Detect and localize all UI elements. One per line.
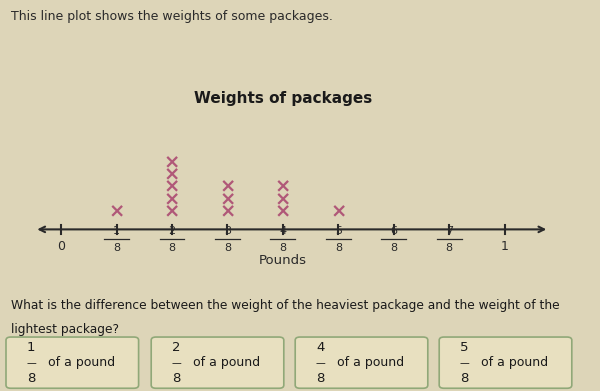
Text: 8: 8 [172, 372, 181, 385]
Text: ×: × [219, 178, 236, 197]
Text: of a pound: of a pound [337, 356, 404, 369]
Text: of a pound: of a pound [481, 356, 548, 369]
Text: 6: 6 [391, 226, 397, 236]
Text: ×: × [330, 203, 347, 222]
Text: 2: 2 [172, 341, 181, 354]
Text: Weights of packages: Weights of packages [194, 91, 372, 106]
Text: ×: × [219, 203, 236, 222]
Text: 1: 1 [113, 226, 120, 236]
Text: ×: × [275, 178, 291, 197]
Text: lightest package?: lightest package? [11, 323, 119, 335]
Text: 3: 3 [224, 226, 231, 236]
Text: ×: × [275, 203, 291, 222]
Text: What is the difference between the weight of the heaviest package and the weight: What is the difference between the weigh… [11, 299, 559, 312]
Text: 8: 8 [446, 243, 453, 253]
Text: 8: 8 [390, 243, 397, 253]
Text: ×: × [164, 203, 180, 222]
Text: 8: 8 [169, 243, 176, 253]
Text: 8: 8 [316, 372, 325, 385]
Text: of a pound: of a pound [193, 356, 260, 369]
Text: ×: × [164, 153, 180, 172]
Text: ×: × [275, 190, 291, 209]
Text: 0: 0 [57, 240, 65, 253]
Text: ×: × [164, 165, 180, 185]
Text: 8: 8 [335, 243, 342, 253]
Text: 8: 8 [460, 372, 469, 385]
Text: of a pound: of a pound [48, 356, 115, 369]
Text: 8: 8 [113, 243, 120, 253]
Text: Pounds: Pounds [259, 255, 307, 267]
Text: ×: × [164, 178, 180, 197]
Text: 1: 1 [501, 240, 509, 253]
Text: —: — [172, 358, 181, 368]
Text: —: — [460, 358, 469, 368]
Text: 1: 1 [27, 341, 35, 354]
Text: —: — [316, 358, 325, 368]
Text: 8: 8 [224, 243, 231, 253]
Text: ×: × [164, 190, 180, 209]
Text: 2: 2 [169, 226, 176, 236]
Text: 8: 8 [27, 372, 35, 385]
Text: 8: 8 [280, 243, 286, 253]
Text: This line plot shows the weights of some packages.: This line plot shows the weights of some… [11, 10, 332, 23]
Text: 4: 4 [316, 341, 325, 354]
Text: 5: 5 [460, 341, 469, 354]
Text: ×: × [109, 203, 125, 222]
Text: ×: × [219, 190, 236, 209]
Text: —: — [26, 358, 36, 368]
Text: 7: 7 [446, 226, 453, 236]
Text: 5: 5 [335, 226, 342, 236]
Text: 4: 4 [280, 226, 286, 236]
